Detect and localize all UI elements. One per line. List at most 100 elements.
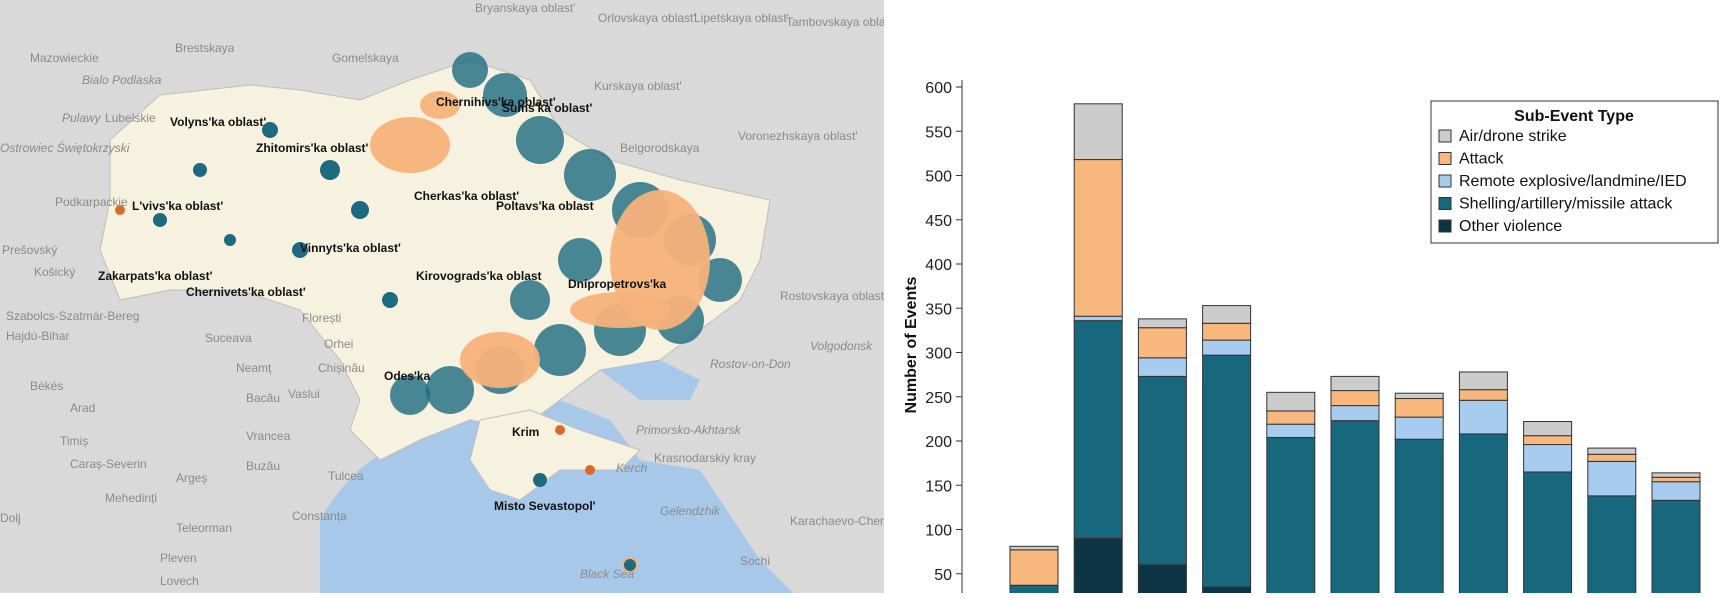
bar-segment bbox=[1202, 305, 1252, 324]
map-label: Black Sea bbox=[580, 567, 634, 581]
y-tick-label: 100 bbox=[925, 523, 952, 540]
bar-segment bbox=[1073, 537, 1123, 598]
bar-segment bbox=[1394, 392, 1444, 400]
legend-label: Attack bbox=[1459, 151, 1504, 168]
oblast-label: Chernivets'ka oblast' bbox=[186, 285, 306, 299]
map-label: Mehedinți bbox=[105, 491, 157, 505]
map-label: Kerch bbox=[616, 461, 648, 475]
bar-segment bbox=[1137, 357, 1187, 377]
map-label: Krasnodarskiy kray bbox=[654, 451, 756, 465]
map-label: Orhei bbox=[324, 337, 353, 351]
map-label: Buzău bbox=[246, 459, 280, 473]
bar-segment bbox=[1073, 159, 1123, 317]
y-tick-label: 450 bbox=[925, 213, 952, 230]
bar-segment bbox=[1523, 444, 1573, 473]
bar-segment bbox=[1009, 545, 1059, 551]
bar-segment bbox=[1202, 339, 1252, 356]
map-label: Vaslui bbox=[288, 387, 320, 401]
y-axis-label: Number of Events bbox=[903, 276, 920, 413]
event-markers bbox=[115, 52, 742, 573]
map-label: Békés bbox=[30, 379, 63, 393]
map-label: Tulcea bbox=[328, 469, 364, 483]
bar-segment bbox=[1330, 405, 1380, 422]
map-label: Volgodonsk bbox=[810, 339, 873, 353]
map-label: Pleven bbox=[160, 551, 197, 565]
map-label: Suceava bbox=[205, 331, 252, 345]
legend-label: Other violence bbox=[1459, 218, 1562, 235]
bar-segment bbox=[1073, 320, 1123, 539]
oblast-label: Kirovograds'ka oblast bbox=[416, 269, 542, 283]
map-label: Bialo Podlaska bbox=[82, 73, 162, 87]
legend-label: Remote explosive/landmine/IED bbox=[1459, 173, 1687, 190]
map-label: Vrancea bbox=[246, 429, 291, 443]
bar-segment bbox=[1651, 499, 1701, 598]
bar-segment bbox=[1073, 315, 1123, 322]
y-tick-label: 550 bbox=[925, 124, 952, 141]
legend-title: Sub-Event Type bbox=[1514, 108, 1634, 125]
map-label: Kurskaya oblast' bbox=[594, 79, 682, 93]
oblast-label: Krim bbox=[512, 425, 539, 439]
bar-segment bbox=[1137, 318, 1187, 329]
legend-swatch bbox=[1438, 152, 1452, 165]
bar-segment bbox=[1458, 433, 1508, 598]
map-label: Primorsko-Akhtarsk bbox=[636, 423, 742, 437]
bar-segment bbox=[1330, 390, 1380, 407]
bar-segment bbox=[1009, 584, 1059, 598]
bar-segment bbox=[1458, 371, 1508, 391]
map-label: Pulawy bbox=[62, 111, 102, 125]
oblast-label: Odes'ka bbox=[384, 369, 431, 383]
oblast-label: Volyns'ka oblast' bbox=[170, 115, 266, 129]
bar-segment bbox=[1523, 421, 1573, 437]
bar-segment bbox=[1651, 472, 1701, 478]
bar-segment bbox=[1651, 481, 1701, 501]
bar-segment bbox=[1202, 354, 1252, 588]
y-tick-label: 500 bbox=[925, 169, 952, 186]
legend-swatch bbox=[1438, 174, 1452, 188]
oblast-label: Poltavs'ka oblast bbox=[496, 199, 594, 213]
map-label: Prešovský bbox=[2, 243, 57, 257]
bar-segment bbox=[1009, 549, 1059, 586]
y-tick-label: 250 bbox=[925, 390, 952, 407]
oblast-label: Dnipropetrovs'ka bbox=[568, 277, 667, 291]
map-label: Szabolcs-Szatmár-Bereg bbox=[6, 309, 139, 323]
bar-segment bbox=[1202, 586, 1252, 598]
oblast-label: Cherkas'ka oblast' bbox=[414, 189, 519, 203]
map-label: Florești bbox=[302, 311, 341, 325]
map-label: Tambovskaya oblast' bbox=[786, 15, 884, 29]
map-label: Teleorman bbox=[176, 521, 232, 535]
map-label: Gomelskaya bbox=[332, 51, 399, 65]
map-oblast-labels: Volyns'ka oblast' Zhitomirs'ka oblast' L… bbox=[98, 95, 667, 513]
map-label: Karachaevo-Cherkesskaya Respublika bbox=[790, 514, 884, 528]
legend-label: Air/drone strike bbox=[1459, 128, 1567, 145]
map-label: Belgorodskaya bbox=[620, 141, 700, 155]
map-label: Brestskaya bbox=[175, 41, 235, 55]
map-label: Hajdú-Bihar bbox=[6, 329, 69, 343]
bar-segment bbox=[1073, 103, 1123, 161]
legend-swatch bbox=[1438, 219, 1452, 233]
map-label: Lubelskie bbox=[105, 111, 156, 125]
oblast-label: Zakarpats'ka oblast' bbox=[98, 269, 213, 283]
bar-segment bbox=[1266, 436, 1316, 598]
oblast-label: Vinnyts'ka oblast' bbox=[300, 241, 401, 255]
y-tick-label: 350 bbox=[925, 301, 952, 318]
bar-segment bbox=[1330, 420, 1380, 598]
map-label: Lovech bbox=[160, 574, 199, 588]
bar-segment bbox=[1202, 322, 1252, 341]
bar-segment bbox=[1137, 327, 1187, 359]
bar-segment bbox=[1458, 399, 1508, 435]
map-panel: Mazowieckie Bialo Podlaska Pulawy Lubels… bbox=[0, 0, 884, 593]
bar-segment bbox=[1458, 389, 1508, 401]
bar-segment bbox=[1266, 423, 1316, 438]
y-tick-label: 400 bbox=[925, 257, 952, 274]
map-label: Dolj bbox=[0, 511, 21, 525]
map-label: Caraș-Severin bbox=[70, 457, 147, 471]
legend-swatch bbox=[1438, 197, 1452, 210]
legend-items: Air/drone strike Attack Remote explosive/l… bbox=[1438, 128, 1687, 235]
y-tick-label: 200 bbox=[925, 434, 952, 451]
map-label: Arad bbox=[70, 401, 95, 415]
legend-swatch bbox=[1438, 129, 1452, 143]
legend: Sub-Event Type Air/drone strike Attack Rem… bbox=[1430, 100, 1719, 244]
bar-segment bbox=[1523, 435, 1573, 446]
map-label: Rostovskaya oblast' bbox=[780, 289, 884, 303]
map-label: Podkarpackie bbox=[55, 195, 128, 209]
